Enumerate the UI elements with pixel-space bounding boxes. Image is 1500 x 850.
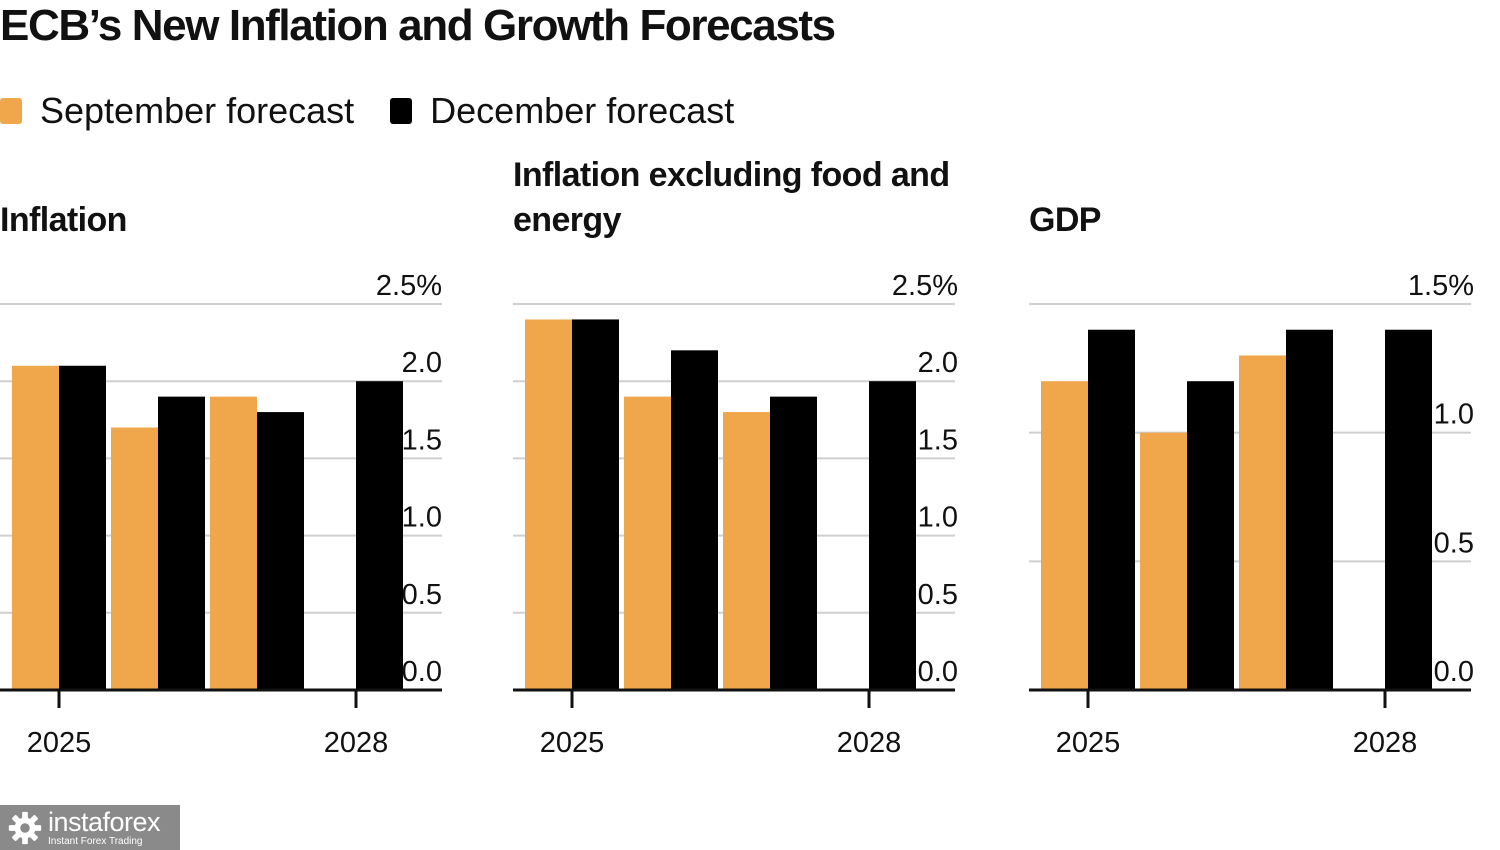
y-tick-label-gdp: 0.5	[1434, 527, 1474, 559]
x-tick-label-core-inflation: 2025	[540, 727, 605, 759]
legend-label-december: December forecast	[430, 90, 735, 131]
legend: September forecast December forecast	[0, 88, 770, 134]
bar-gdp-september-2026	[1140, 432, 1187, 690]
legend-swatch-september	[0, 98, 22, 124]
chart-title: ECB’s New Inflation and Growth Forecasts	[0, 1, 836, 50]
bar-inflation-december-2025	[59, 365, 106, 690]
watermark: instaforex Instant Forex Trading	[0, 805, 180, 850]
y-tick-label-inflation: 2.0	[402, 347, 442, 379]
y-tick-label-core-inflation: 0.5	[918, 579, 958, 611]
bar-core-inflation-september-2026	[624, 396, 671, 690]
bar-core-inflation-september-2025	[525, 319, 572, 690]
watermark-tagline: Instant Forex Trading	[48, 835, 143, 847]
x-tick-label-gdp: 2025	[1056, 727, 1121, 759]
charts-canvas: 0.0 0.5 1.0 1.5 2.0 2.5% 2025 2028 0.0 0.5 1.0 1.5 2…	[0, 270, 1474, 759]
bar-inflation-december-2026	[158, 396, 205, 690]
y-tick-label-inflation: 1.5	[402, 424, 442, 456]
bar-gdp-december-2028	[1385, 329, 1432, 690]
watermark-brand: instaforex	[48, 806, 161, 837]
bar-gdp-september-2027	[1239, 355, 1286, 690]
y-tick-label-inflation: 2.5%	[376, 270, 442, 302]
legend-label-september: September forecast	[40, 90, 355, 131]
bar-inflation-december-2027	[257, 412, 304, 690]
y-tick-label-core-inflation: 1.5	[918, 424, 958, 456]
y-tick-label-inflation: 0.0	[402, 656, 442, 688]
instaforex-logo-icon	[8, 811, 42, 844]
y-tick-label-gdp: 1.0	[1434, 399, 1474, 431]
y-tick-label-core-inflation: 2.5%	[892, 270, 958, 302]
bar-core-inflation-december-2026	[671, 350, 718, 690]
y-tick-label-core-inflation: 2.0	[918, 347, 958, 379]
bar-inflation-september-2025	[12, 365, 59, 690]
y-tick-label-core-inflation: 1.0	[918, 502, 958, 534]
bar-core-inflation-december-2027	[770, 396, 817, 690]
x-tick-label-core-inflation: 2028	[837, 727, 902, 759]
bar-gdp-december-2026	[1187, 381, 1234, 690]
bar-inflation-december-2028	[356, 381, 403, 690]
bar-gdp-december-2027	[1286, 329, 1333, 690]
legend-swatch-december	[390, 98, 413, 124]
bar-core-inflation-december-2025	[572, 319, 619, 690]
y-tick-label-inflation: 0.5	[402, 579, 442, 611]
x-tick-label-gdp: 2028	[1353, 727, 1418, 759]
x-tick-label-inflation: 2028	[324, 727, 389, 759]
y-tick-label-gdp: 1.5%	[1408, 270, 1474, 302]
panel-title-core-inflation: Inflation excluding food and energy	[513, 156, 950, 239]
legend-item-september: September forecast	[0, 90, 354, 132]
bar-gdp-september-2025	[1041, 381, 1088, 690]
bar-gdp-december-2025	[1088, 329, 1135, 690]
bar-core-inflation-december-2028	[869, 381, 916, 690]
y-tick-label-gdp: 0.0	[1434, 656, 1474, 688]
panel-title-inflation: Inflation	[0, 201, 127, 239]
bar-core-inflation-september-2027	[723, 412, 770, 690]
y-tick-label-core-inflation: 0.0	[918, 656, 958, 688]
bar-inflation-september-2026	[111, 427, 158, 690]
legend-item-december: December forecast	[390, 90, 734, 132]
y-tick-label-inflation: 1.0	[402, 502, 442, 534]
bar-inflation-september-2027	[210, 396, 257, 690]
x-tick-label-inflation: 2025	[27, 727, 92, 759]
panel-title-gdp: GDP	[1029, 201, 1101, 239]
